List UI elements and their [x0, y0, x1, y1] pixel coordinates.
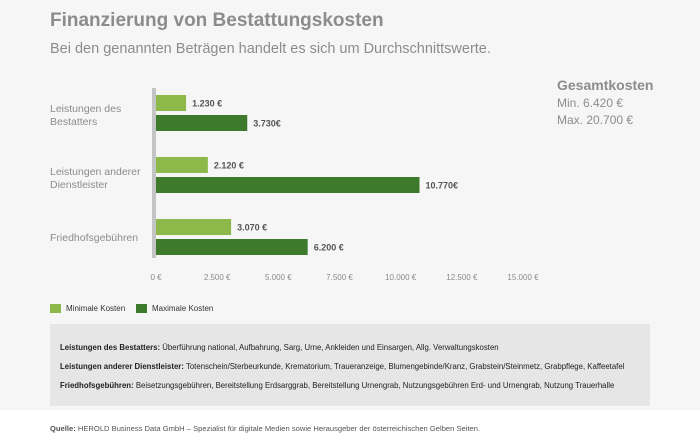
legend-label-min: Minimale Kosten — [66, 304, 126, 313]
chart-title: Finanzierung von Bestattungskosten — [50, 10, 384, 31]
bar-max-0 — [156, 115, 248, 131]
legend-item-min: Minimale Kosten — [50, 304, 126, 314]
legend-swatch-max — [136, 304, 147, 314]
category-label-dienstleister: Leistungen anderer Dienstleister — [50, 166, 141, 191]
bar-chart: 1.230 € 3.730€ 2.120 € 10.770€ 3.070 € 6.200 … — [150, 88, 539, 282]
data-label-min-2: 3.070 € — [237, 223, 267, 233]
x-tick-label-6: 15.000 € — [507, 273, 539, 282]
note-label: Leistungen anderer Dienstleister: — [60, 362, 184, 371]
cost-notes-box: Leistungen des Bestatters: Überführung n… — [50, 324, 650, 406]
legend-swatch-min — [50, 304, 61, 314]
data-label-max-0: 3.730€ — [253, 119, 281, 129]
data-label-max-1: 10.770€ — [426, 181, 459, 191]
note-dienstleister: Leistungen anderer Dienstleister: Totens… — [60, 362, 624, 371]
bar-min-1 — [156, 157, 208, 173]
x-tick-label-1: 2.500 € — [204, 273, 231, 282]
source-text: HEROLD Business Data GmbH – Spezialist f… — [77, 424, 481, 433]
note-label: Friedhofsgebühren: — [60, 381, 134, 390]
bar-max-1 — [156, 177, 420, 193]
note-label: Leistungen des Bestatters: — [60, 343, 161, 352]
note-text: Beisetzungsgebühren, Bereitstellung Erds… — [135, 381, 615, 390]
data-label-max-2: 6.200 € — [314, 243, 344, 253]
legend-item-max: Maximale Kosten — [136, 304, 214, 314]
x-tick-label-4: 10.000 € — [385, 273, 417, 282]
note-bestatter: Leistungen des Bestatters: Überführung n… — [60, 343, 499, 352]
bar-max-2 — [156, 239, 308, 255]
chart-subtitle: Bei den genannten Beträgen handelt es si… — [50, 41, 491, 57]
total-costs-min: Min. 6.420 € — [557, 96, 624, 110]
data-label-min-0: 1.230 € — [192, 99, 222, 109]
category-label-bestatter: Leistungen des Bestatters — [50, 103, 122, 128]
source-label: Quelle: — [50, 424, 76, 433]
x-tick-label-3: 7.500 € — [326, 273, 353, 282]
x-tick-label-0: 0 € — [150, 273, 162, 282]
total-costs-box: Gesamtkosten Min. 6.420 € Max. 20.700 € — [557, 77, 653, 127]
x-tick-label-2: 5.000 € — [265, 273, 292, 282]
bar-min-0 — [156, 95, 187, 111]
note-text: Totenschein/Sterbeurkunde, Krematorium, … — [185, 362, 625, 371]
bar-min-2 — [156, 219, 232, 235]
y-axis-line — [152, 88, 156, 258]
category-label-friedhof: Friedhofsgebühren — [50, 232, 139, 244]
note-text: Überführung national, Aufbahrung, Sarg, … — [162, 343, 499, 352]
source-line: Quelle: HEROLD Business Data GmbH – Spez… — [50, 424, 480, 433]
legend-label-max: Maximale Kosten — [152, 304, 214, 313]
note-friedhof: Friedhofsgebühren: Beisetzungsgebühren, … — [60, 381, 614, 390]
total-costs-max: Max. 20.700 € — [557, 113, 634, 127]
data-label-min-1: 2.120 € — [214, 161, 244, 171]
x-tick-label-5: 12.500 € — [446, 273, 478, 282]
total-costs-heading: Gesamtkosten — [557, 77, 654, 93]
